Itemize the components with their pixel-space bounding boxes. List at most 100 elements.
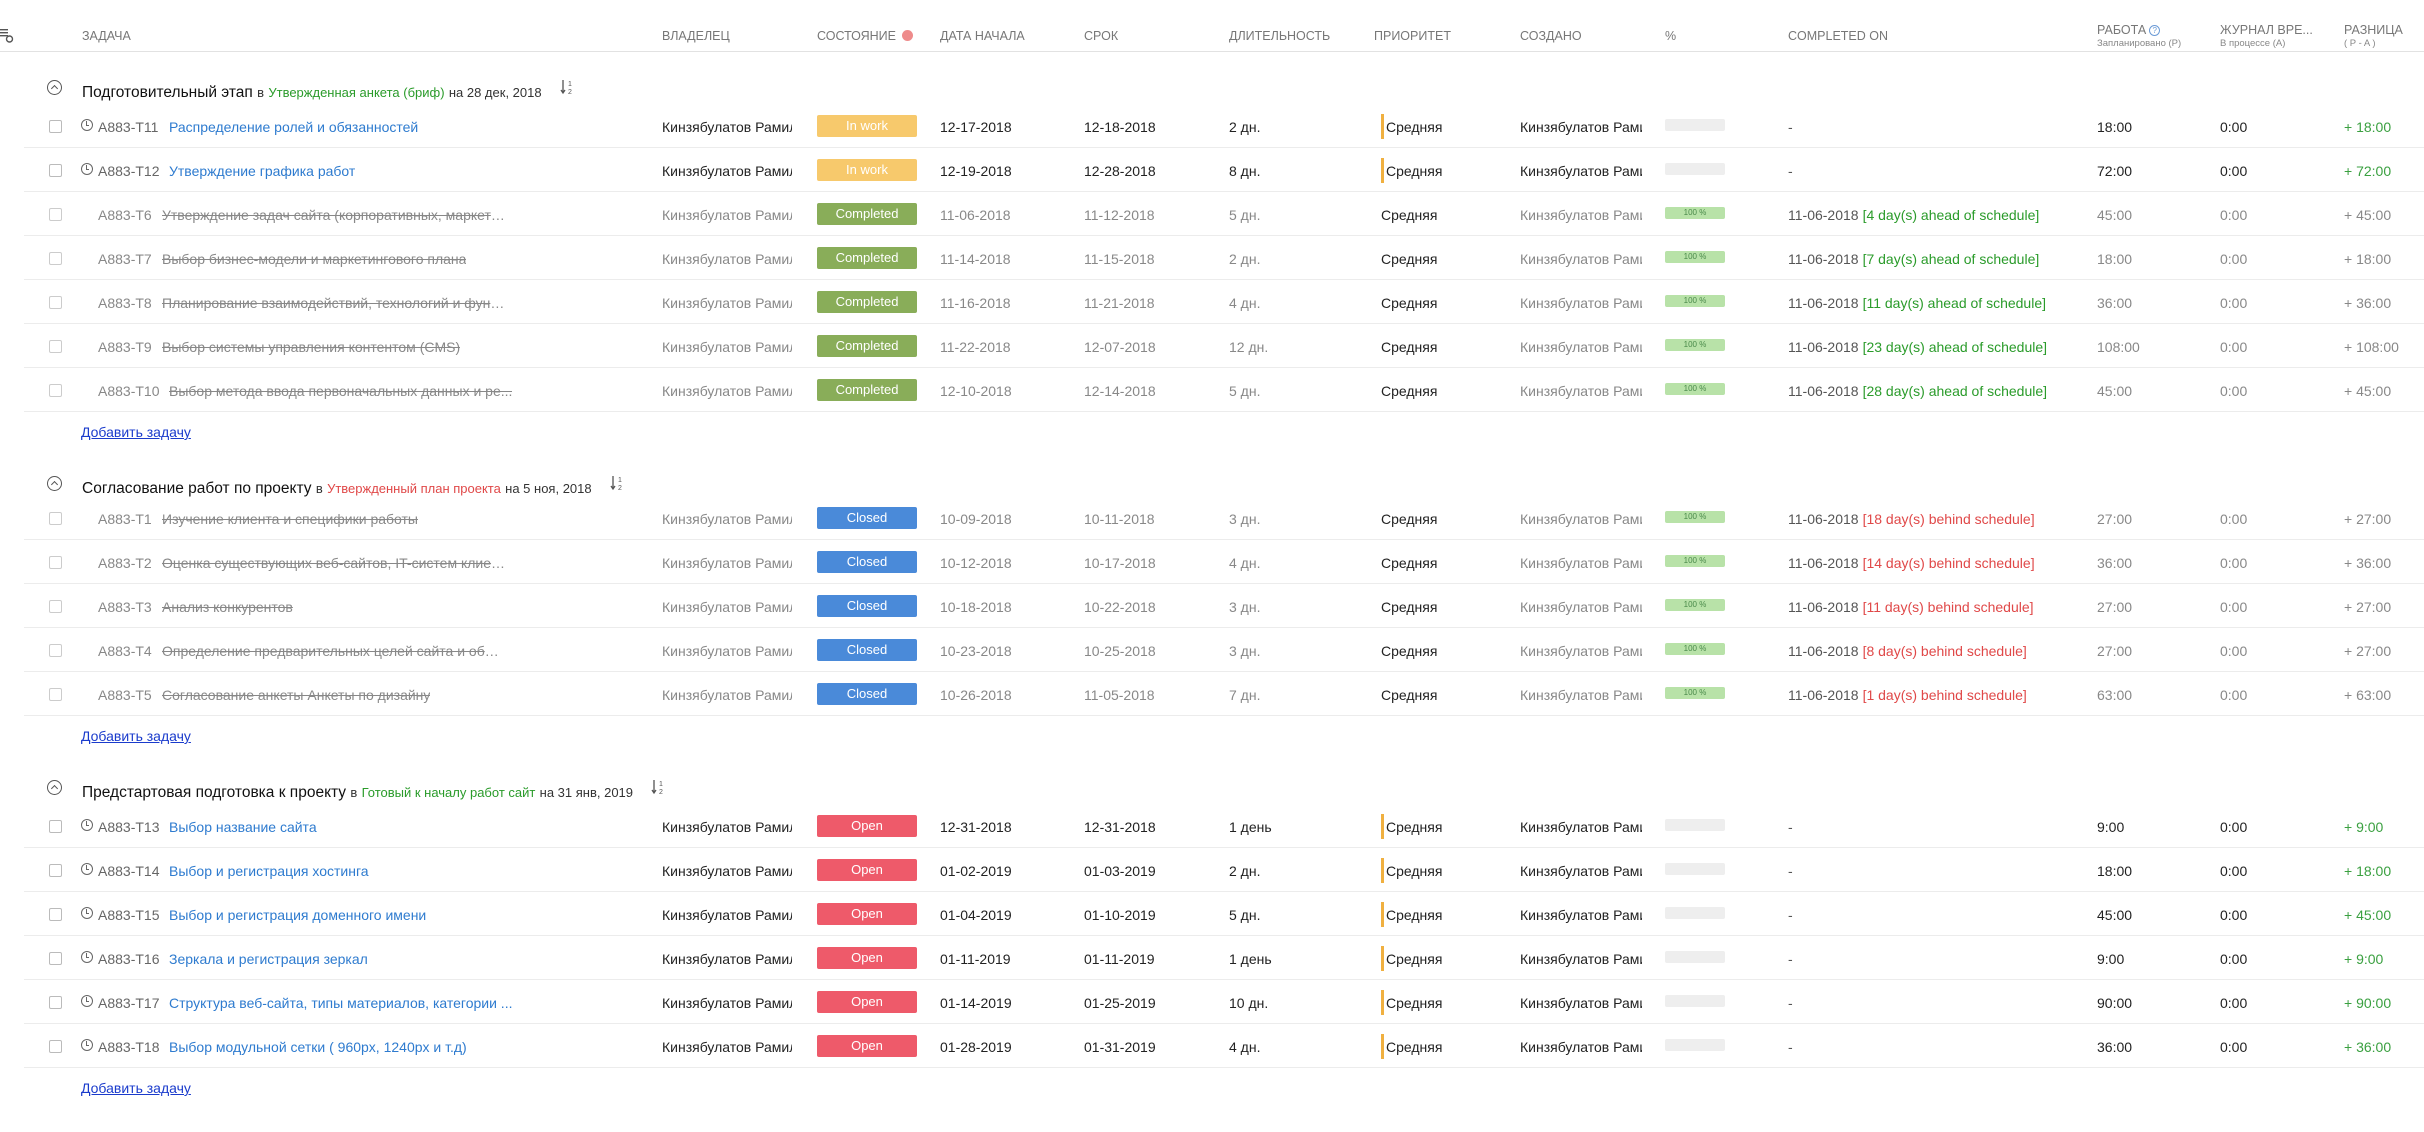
task-name-link[interactable]: Выбор и регистрация доменного имени	[169, 907, 427, 923]
logged-time[interactable]: 0:00	[2220, 863, 2248, 879]
row-checkbox[interactable]	[49, 1040, 62, 1053]
percent-complete-bar[interactable]	[1665, 863, 1725, 875]
row-checkbox[interactable]	[49, 512, 62, 525]
logged-time[interactable]: 0:00	[2220, 295, 2248, 311]
collapse-group-icon[interactable]	[47, 476, 62, 491]
logged-time[interactable]: 0:00	[2220, 643, 2248, 659]
table-row[interactable]: A883-T14 Выбор и регистрация хостинга Кинз…	[24, 848, 2424, 892]
task-name-link[interactable]: Выбор системы управления контентом (CMS)	[162, 339, 461, 355]
column-header-start-date[interactable]: ДАТА НАЧАЛА	[940, 29, 1025, 43]
table-row[interactable]: A883-T12 Утверждение графика работ Кинзябу…	[24, 148, 2424, 192]
table-row[interactable]: A883-T10 Выбор метода ввода первоначальны…	[24, 368, 2424, 412]
percent-complete-bar[interactable]	[1665, 995, 1725, 1007]
row-checkbox[interactable]	[49, 820, 62, 833]
due-date[interactable]: 01-25-2019	[1084, 995, 1156, 1011]
duration[interactable]: 5 дн.	[1229, 383, 1261, 399]
column-header-percent[interactable]: %	[1665, 29, 1677, 43]
milestone-link[interactable]: Утвержденная анкета (бриф)	[268, 85, 445, 100]
start-date[interactable]: 01-11-2019	[940, 951, 1011, 967]
status-badge[interactable]: Open	[817, 947, 917, 969]
percent-complete-bar[interactable]: 100 %	[1665, 383, 1725, 395]
percent-complete-bar[interactable]	[1665, 119, 1725, 131]
priority[interactable]: Средняя	[1381, 643, 1438, 659]
task-name-link[interactable]: Выбор бизнес-модели и маркетингового пла…	[162, 251, 467, 267]
status-filter-icon[interactable]	[902, 30, 913, 41]
column-header-status[interactable]: СОСТОЯНИЕ	[817, 29, 913, 43]
table-row[interactable]: A883-T18 Выбор модульной сетки ( 960px, 1…	[24, 1024, 2424, 1068]
status-badge[interactable]: Closed	[817, 683, 917, 705]
owner-name[interactable]: Кинзябулатов Рамиль	[662, 295, 792, 311]
table-row[interactable]: A883-T6 Утверждение задач сайта (корпорат…	[24, 192, 2424, 236]
timer-icon[interactable]	[81, 951, 93, 963]
start-date[interactable]: 11-14-2018	[940, 251, 1011, 267]
owner-name[interactable]: Кинзябулатов Рамиль	[662, 207, 792, 223]
task-name-link[interactable]: Зеркала и регистрация зеркал	[169, 951, 368, 967]
group-name[interactable]: Предстартовая подготовка к проекту	[82, 784, 347, 801]
table-row[interactable]: A883-T13 Выбор название сайта Кинзябулатов…	[24, 804, 2424, 848]
start-date[interactable]: 12-10-2018	[940, 383, 1012, 399]
task-name-link[interactable]: Утверждение графика работ	[169, 163, 356, 179]
owner-name[interactable]: Кинзябулатов Рамиль	[662, 643, 792, 659]
row-checkbox[interactable]	[49, 384, 62, 397]
timer-icon[interactable]	[81, 907, 93, 919]
table-row[interactable]: A883-T17 Структура веб-сайта, типы матери…	[24, 980, 2424, 1024]
priority[interactable]: Средняя	[1386, 119, 1443, 135]
owner-name[interactable]: Кинзябулатов Рамиль	[662, 951, 792, 967]
percent-complete-bar[interactable]	[1665, 819, 1725, 831]
status-badge[interactable]: Completed	[817, 335, 917, 357]
row-checkbox[interactable]	[49, 252, 62, 265]
due-date[interactable]: 10-11-2018	[1084, 511, 1155, 527]
duration[interactable]: 4 дн.	[1229, 1039, 1261, 1055]
add-task-link[interactable]: Добавить задачу	[81, 1080, 191, 1096]
owner-name[interactable]: Кинзябулатов Рамиль	[662, 119, 792, 135]
owner-name[interactable]: Кинзябулатов Рамиль	[662, 251, 792, 267]
row-checkbox[interactable]	[49, 340, 62, 353]
duration[interactable]: 3 дн.	[1229, 511, 1261, 527]
priority[interactable]: Средняя	[1386, 819, 1443, 835]
status-badge[interactable]: Completed	[817, 203, 917, 225]
column-header-duration[interactable]: ДЛИТЕЛЬНОСТЬ	[1229, 29, 1331, 43]
owner-name[interactable]: Кинзябулатов Рамиль	[662, 383, 792, 399]
task-name-link[interactable]: Оценка существующих веб-сайтов, IT-систе…	[162, 555, 507, 571]
percent-complete-bar[interactable]: 100 %	[1665, 643, 1725, 655]
status-badge[interactable]: Open	[817, 1035, 917, 1057]
percent-complete-bar[interactable]	[1665, 1039, 1725, 1051]
task-name-link[interactable]: Планирование взаимодействий, технологий …	[162, 295, 507, 311]
logged-time[interactable]: 0:00	[2220, 339, 2248, 355]
due-date[interactable]: 12-18-2018	[1084, 119, 1156, 135]
duration[interactable]: 1 день	[1229, 951, 1272, 967]
priority[interactable]: Средняя	[1386, 1039, 1443, 1055]
timer-icon[interactable]	[81, 1039, 93, 1051]
table-row[interactable]: A883-T15 Выбор и регистрация доменного им…	[24, 892, 2424, 936]
logged-time[interactable]: 0:00	[2220, 119, 2248, 135]
timer-icon[interactable]	[81, 119, 93, 131]
percent-complete-bar[interactable]: 100 %	[1665, 599, 1725, 611]
due-date[interactable]: 12-28-2018	[1084, 163, 1156, 179]
duration[interactable]: 4 дн.	[1229, 295, 1261, 311]
logged-time[interactable]: 0:00	[2220, 555, 2248, 571]
row-checkbox[interactable]	[49, 952, 62, 965]
table-row[interactable]: A883-T7 Выбор бизнес-модели и маркетингов…	[24, 236, 2424, 280]
duration[interactable]: 10 дн.	[1229, 995, 1269, 1011]
status-badge[interactable]: Closed	[817, 551, 917, 573]
duration[interactable]: 4 дн.	[1229, 555, 1261, 571]
due-date[interactable]: 10-25-2018	[1084, 643, 1156, 659]
row-checkbox[interactable]	[49, 120, 62, 133]
duration[interactable]: 8 дн.	[1229, 163, 1261, 179]
due-date[interactable]: 01-10-2019	[1084, 907, 1156, 923]
row-checkbox[interactable]	[49, 164, 62, 177]
column-header-completed-on[interactable]: COMPLETED ON	[1788, 29, 1889, 43]
status-badge[interactable]: Closed	[817, 507, 917, 529]
duration[interactable]: 1 день	[1229, 819, 1272, 835]
row-checkbox[interactable]	[49, 208, 62, 221]
start-date[interactable]: 01-28-2019	[940, 1039, 1012, 1055]
due-date[interactable]: 10-17-2018	[1084, 555, 1156, 571]
owner-name[interactable]: Кинзябулатов Рамиль	[662, 907, 792, 923]
task-name-link[interactable]: Распределение ролей и обязанностей	[169, 119, 419, 135]
percent-complete-bar[interactable]: 100 %	[1665, 511, 1725, 523]
column-header-log[interactable]: ЖУРНАЛ ВРЕ...	[2220, 23, 2313, 37]
priority[interactable]: Средняя	[1381, 555, 1438, 571]
owner-name[interactable]: Кинзябулатов Рамиль	[662, 819, 792, 835]
priority[interactable]: Средняя	[1386, 951, 1443, 967]
priority[interactable]: Средняя	[1381, 687, 1438, 703]
